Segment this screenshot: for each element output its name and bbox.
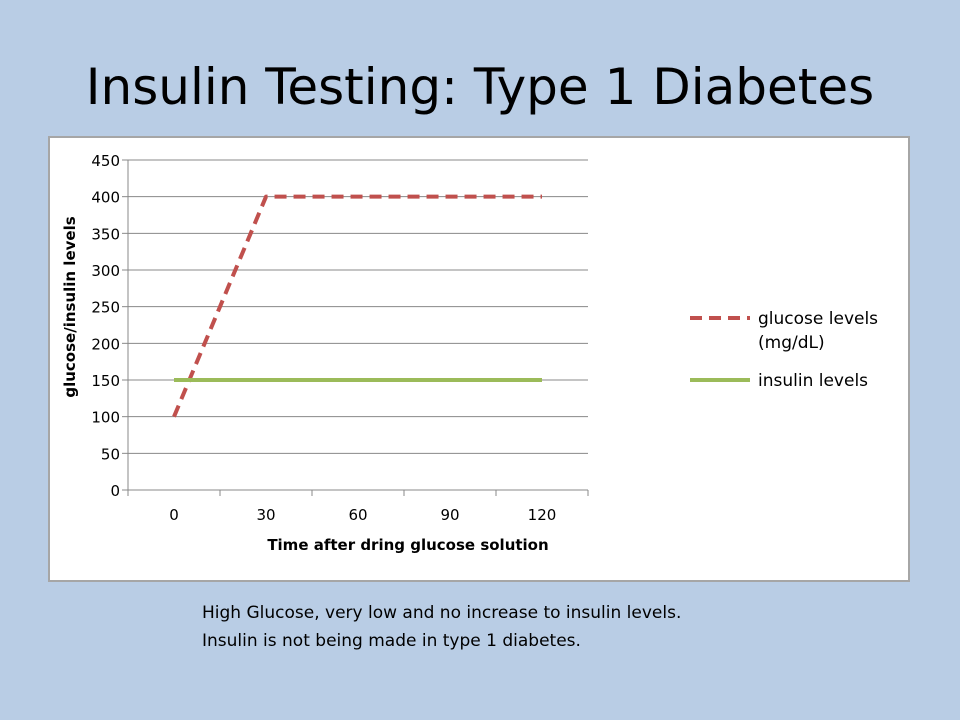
x-tick-label: 0 — [169, 506, 179, 524]
insulin-legend-label: insulin levels — [758, 371, 868, 391]
slide-caption: High Glucose, very low and no increase t… — [202, 603, 682, 651]
line-chart: 0 50 100 150 200 250 300 350 400 450 0 30 60 90 120 Tim… — [61, 152, 878, 554]
y-tick-label: 50 — [101, 445, 120, 463]
y-tick-label: 200 — [91, 335, 120, 353]
y-tick-label: 300 — [91, 262, 120, 280]
y-tick-label: 450 — [91, 152, 120, 170]
y-axis-title: glucose/insulin levels — [61, 216, 79, 397]
slide-title: Insulin Testing: Type 1 Diabetes — [85, 58, 875, 116]
y-tick-label: 250 — [91, 299, 120, 317]
x-tick-label: 90 — [440, 506, 459, 524]
glucose-series-line — [172, 194, 542, 418]
y-tick-label: 350 — [91, 225, 120, 243]
glucose-legend-label: glucose levels — [758, 309, 878, 329]
x-tick-label: 60 — [348, 506, 367, 524]
x-axis-title: Time after dring glucose solution — [267, 536, 548, 554]
y-tick-label: 100 — [91, 409, 120, 427]
y-tick-label: 0 — [110, 482, 120, 500]
x-tick-label: 30 — [256, 506, 275, 524]
x-tick-label: 120 — [528, 506, 557, 524]
glucose-legend-label: (mg/dL) — [758, 333, 825, 353]
chart-panel: 0 50 100 150 200 250 300 350 400 450 0 30 60 90 120 Tim… — [48, 136, 910, 582]
y-tick-label: 400 — [91, 189, 120, 207]
y-tick-label: 150 — [91, 372, 120, 390]
